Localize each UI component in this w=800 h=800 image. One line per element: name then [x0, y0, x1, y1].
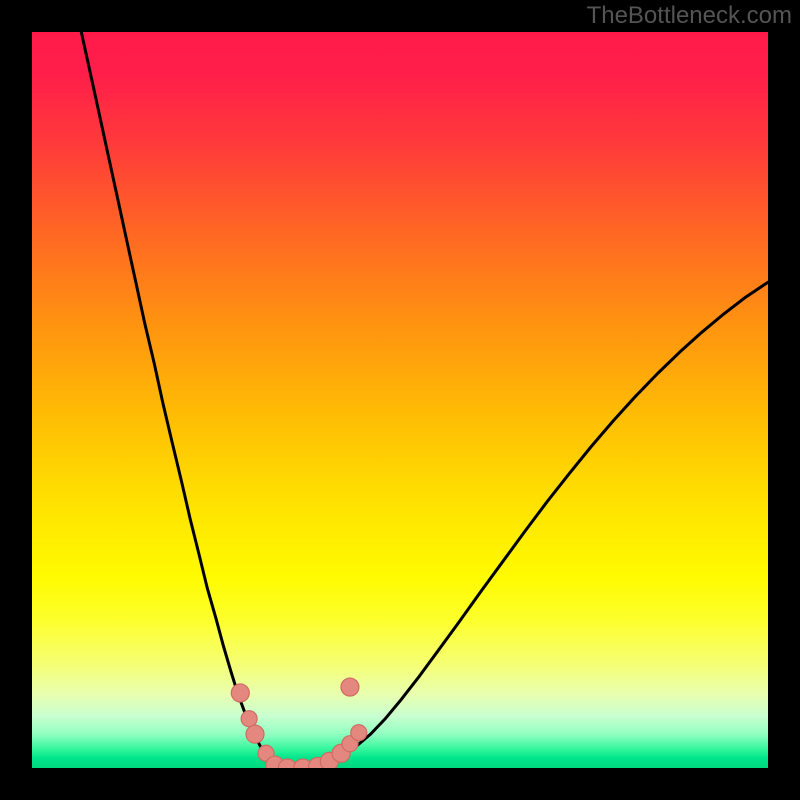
curve-right [290, 282, 768, 768]
chart-stage: TheBottleneck.com [0, 0, 800, 800]
marker-dot [241, 711, 257, 727]
curves-layer [32, 32, 768, 768]
markers-group [231, 678, 366, 768]
plot-area [32, 32, 768, 768]
marker-dot [246, 725, 264, 743]
curve-left [81, 32, 289, 768]
marker-dot [341, 678, 359, 696]
marker-dot [231, 684, 249, 702]
watermark-text: TheBottleneck.com [587, 2, 792, 30]
marker-dot [351, 725, 367, 741]
